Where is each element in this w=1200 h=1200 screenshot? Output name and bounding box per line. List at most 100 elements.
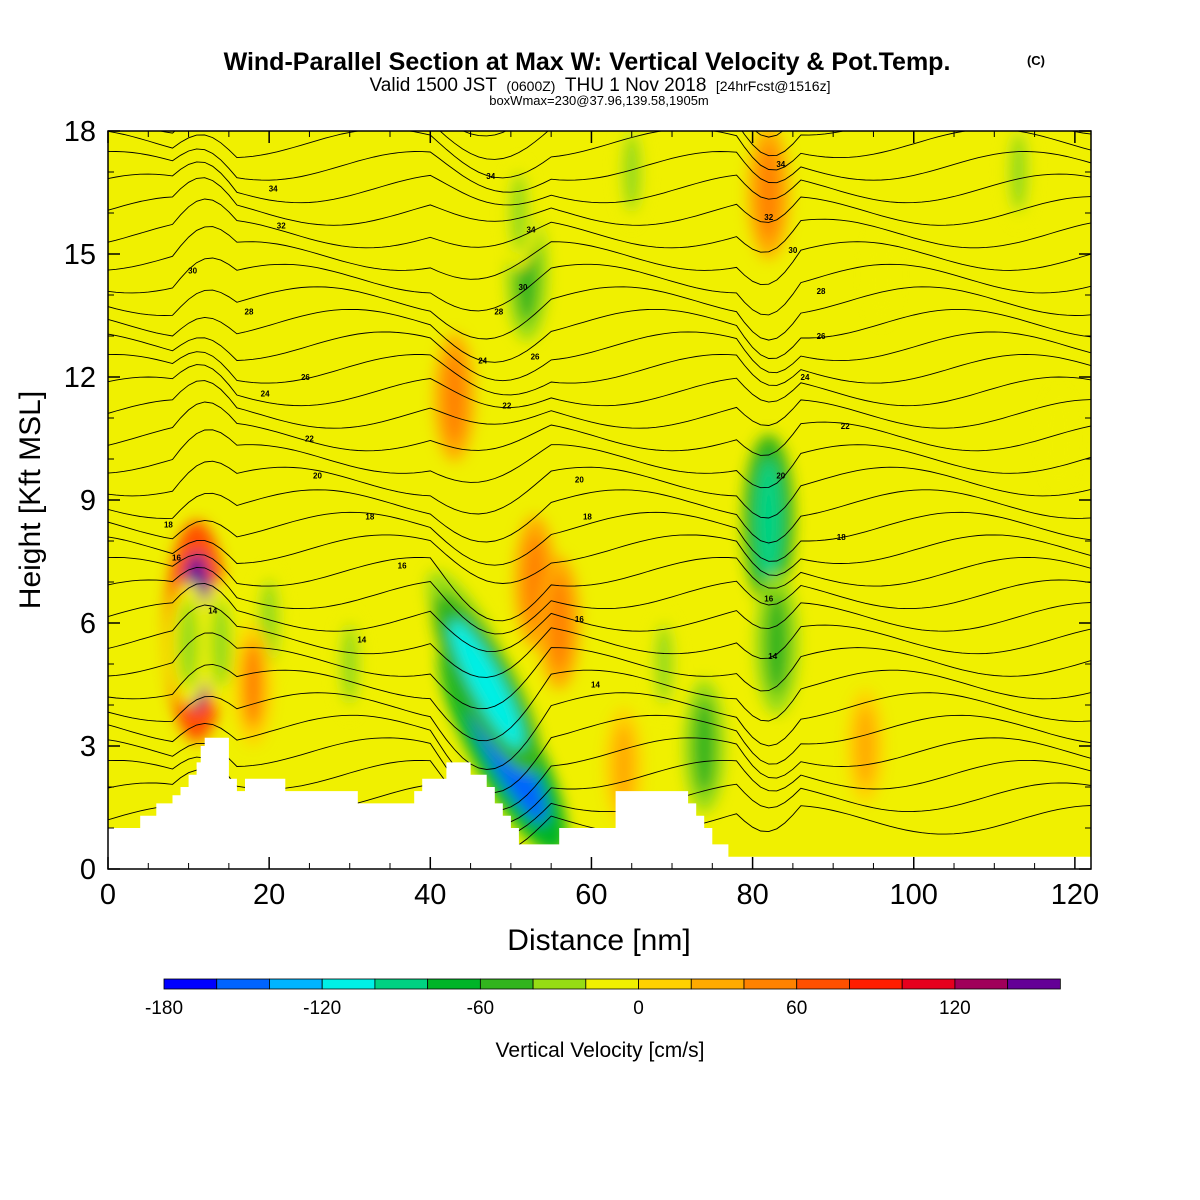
theta-contour: [108, 534, 1091, 584]
velocity-cell: [613, 724, 634, 809]
theta-contour-label: 28: [494, 307, 503, 316]
colorbar: -180 -120 -60 0 60 120: [145, 978, 1061, 1019]
colorbar-tick-label: -60: [467, 998, 494, 1019]
velocity-cell: [548, 575, 571, 671]
theta-contour: [108, 286, 1091, 341]
theta-contour: [108, 737, 1091, 811]
colorbar-tick-label: -180: [145, 998, 183, 1019]
colorbar-swatch: [321, 978, 376, 990]
boxwmax-label: boxWmax=230@37.96,139.58,1905m: [489, 93, 709, 108]
theta-contour: [108, 364, 1091, 409]
theta-contour: [108, 148, 1091, 193]
theta-contour-label: 16: [398, 562, 407, 571]
x-axis-label: Distance [nm]: [507, 924, 690, 957]
x-tick-label: 120: [1051, 879, 1099, 911]
theta-contour-label: 22: [305, 435, 314, 444]
theta-contour: [108, 198, 1091, 253]
colorbar-swatch: [901, 978, 956, 990]
velocity-cell: [242, 640, 264, 729]
colorbar-swatch: [163, 978, 218, 990]
colorbar-label: Vertical Velocity [cm/s]: [496, 1039, 705, 1062]
velocity-cell: [693, 698, 716, 794]
theta-contour: [108, 511, 1091, 566]
theta-contour: [108, 632, 1091, 710]
colorbar-swatch: [638, 978, 692, 990]
valid-time-line: Valid 1500 JST (0600Z) THU 1 Nov 2018 [2…: [370, 75, 831, 96]
theta-contour-label: 14: [768, 652, 777, 661]
theta-contour: [108, 131, 1091, 179]
velocity-cell: [755, 459, 783, 582]
x-tick-label: 20: [253, 879, 285, 911]
colorbar-swatch: [585, 978, 639, 990]
theta-contour: [108, 331, 1091, 382]
theta-contour-label: 34: [776, 160, 785, 169]
colorbar-swatch: [690, 978, 745, 990]
theta-contour: [108, 161, 1091, 206]
x-tick-label: 80: [736, 879, 768, 911]
colorbar-swatch: [216, 978, 270, 990]
theta-contour-label: 30: [188, 266, 197, 275]
y-axis-label: Height [Kft MSL]: [14, 391, 47, 609]
theta-contour: [108, 351, 1091, 396]
velocity-cell: [654, 623, 674, 705]
colorbar-swatch: [479, 978, 534, 990]
colorbar-swatch: [269, 978, 323, 990]
copyright-mark: (C): [1027, 53, 1045, 68]
theta-contour-labels: 34 34 34 34 32 30 32 30 30 28 28 28 26 26 26 24 24 24 22 22…: [164, 160, 850, 690]
theta-contour: [108, 566, 1091, 635]
theta-contour-label: 22: [841, 422, 850, 431]
theta-contour-label: 24: [261, 389, 270, 398]
theta-contour: [108, 489, 1091, 544]
velocity-cell: [443, 351, 466, 444]
theta-contour-label: 16: [172, 553, 181, 562]
theta-contour: [108, 308, 1091, 363]
theta-contour: [108, 714, 1091, 794]
theta-contour-label: 20: [776, 471, 785, 480]
colorbar-swatch: [374, 978, 429, 990]
theta-contour-label: 34: [527, 225, 536, 234]
x-tick-label: 0: [100, 879, 116, 911]
theta-contour-label: 24: [801, 373, 810, 382]
x-tick-label: 100: [890, 879, 938, 911]
theta-contour-label: 18: [837, 533, 846, 542]
y-tick-label: 0: [80, 854, 96, 886]
y-tick-label: 9: [80, 485, 96, 517]
theta-contour-label: 26: [531, 353, 540, 362]
theta-contour-label: 32: [277, 221, 286, 230]
theta-contour: [108, 380, 1091, 429]
y-tick-label: 18: [64, 116, 96, 148]
theta-contour: [108, 692, 1091, 770]
theta-contour: [108, 257, 1091, 316]
y-tick-label: 15: [64, 239, 96, 271]
theta-contour: [108, 429, 1091, 489]
theta-contour-label: 32: [764, 213, 773, 222]
theta-contour: [108, 663, 1091, 742]
valid-prefix: Valid 1500 JST: [370, 75, 498, 96]
x-tick-label: 40: [414, 879, 446, 911]
colorbar-tick-label: 0: [633, 998, 644, 1019]
theta-contour-label: 16: [764, 594, 773, 603]
velocity-cell: [855, 705, 876, 787]
theta-contour: [108, 604, 1091, 678]
forecast-label: [24hrFcst@1516z]: [716, 78, 831, 94]
theta-contour-label: 18: [583, 512, 592, 521]
theta-contour-label: 26: [301, 373, 310, 382]
theta-contour-label: 34: [269, 184, 278, 193]
theta-contour-label: 28: [245, 307, 254, 316]
theta-contours: [108, 131, 1091, 855]
colorbar-tick-label: 120: [939, 998, 971, 1019]
theta-contour: [108, 460, 1091, 519]
theta-contour: [108, 177, 1091, 226]
velocity-cell: [872, 237, 891, 312]
theta-contour-label: 30: [519, 283, 528, 292]
theta-contour-label: 16: [575, 615, 584, 624]
valid-date: THU 1 Nov 2018: [565, 75, 707, 96]
axis-ticks: 0 20 40 60 80 100 120 0 3 6 9 12 15 18: [64, 116, 1099, 911]
velocity-cell: [621, 131, 642, 213]
colorbar-swatch: [427, 978, 481, 990]
y-tick-label: 6: [80, 608, 96, 640]
theta-contour-label: 20: [313, 471, 322, 480]
theta-contour-label: 30: [788, 246, 797, 255]
colorbar-swatch: [743, 978, 798, 990]
